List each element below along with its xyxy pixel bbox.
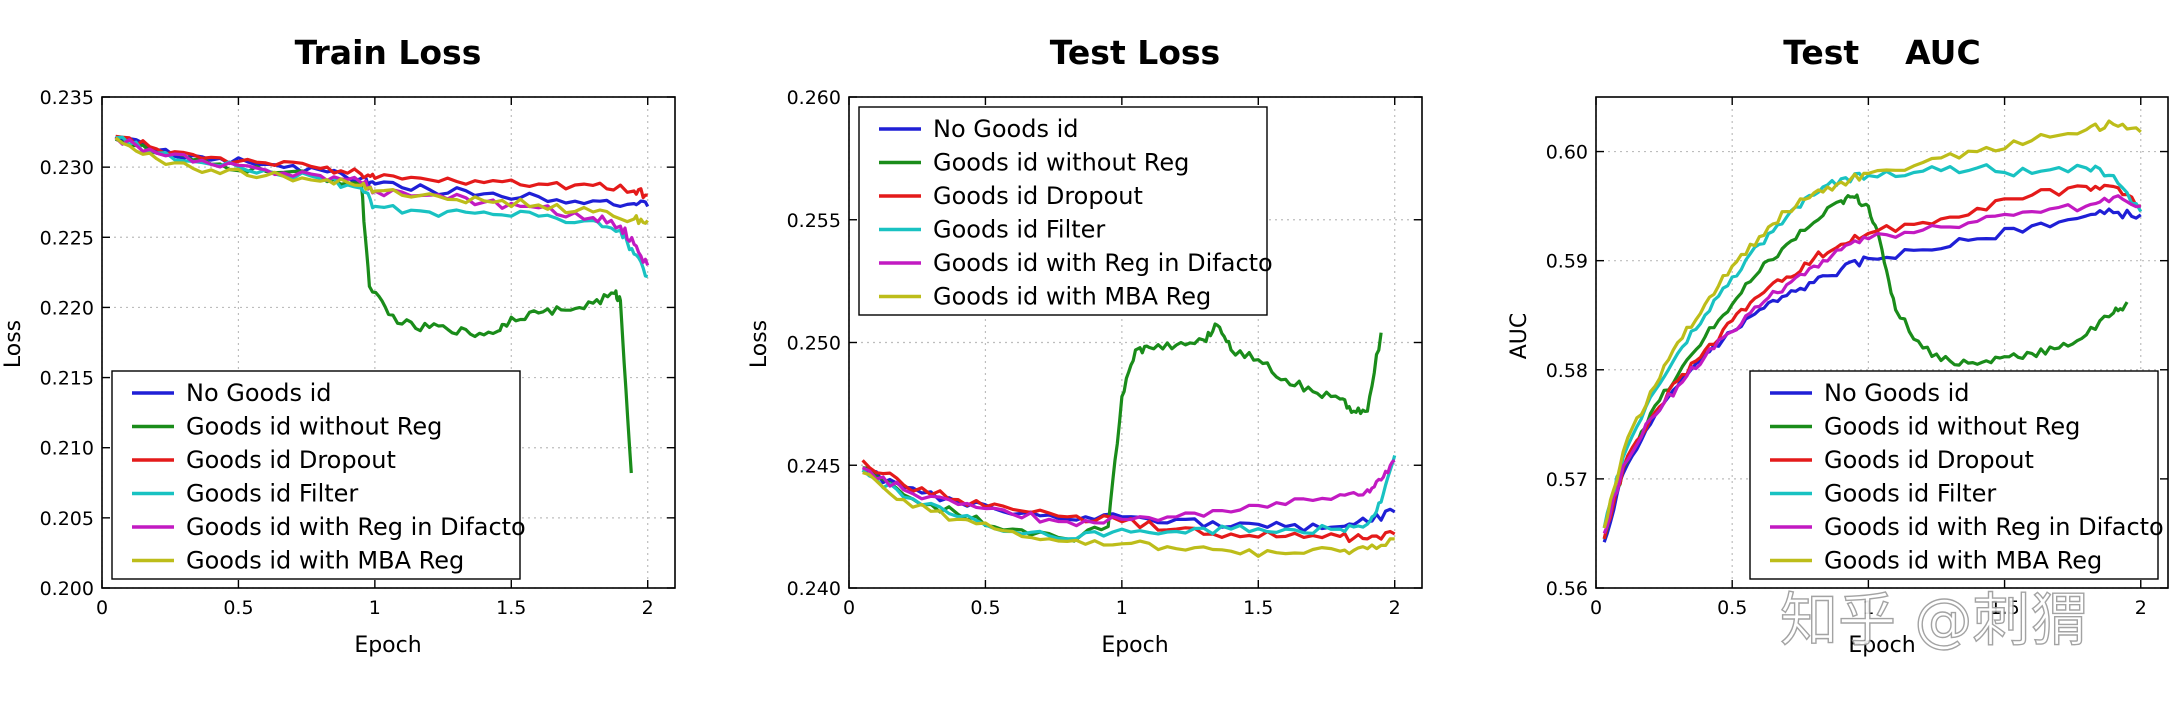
x-tick-label: 0.5	[1717, 597, 1747, 619]
legend: No Goods id Goods id without Reg Goods id …	[858, 106, 1273, 316]
legend: No Goods id Goods id without Reg Goods id …	[1749, 370, 2164, 580]
x-tick-label: 0	[843, 597, 855, 619]
series-line	[1602, 119, 2142, 529]
legend-box	[1749, 370, 2159, 580]
x-tick-label: 2	[642, 597, 654, 619]
y-tick-label: 0.245	[787, 455, 841, 477]
y-tick-label: 0.58	[1546, 360, 1588, 382]
series-line	[114, 136, 650, 266]
x-axis-label: Epoch	[354, 633, 421, 658]
axis-ticks: 0 0.5 1 1.5 2 0.200 0.205 0.210 0.215 0.220 0.225 0…	[40, 87, 675, 619]
legend-label: Goods id without Reg	[186, 413, 442, 441]
legend-label: Goods id Dropout	[1824, 446, 2034, 474]
panel-title: Test Loss	[1050, 33, 1220, 72]
panel-test-loss: Test Loss Epoch Loss 0 0.5 1 1.5 2 0.240 0.245…	[747, 33, 1423, 658]
series-line	[1602, 194, 2142, 535]
legend: No Goods id Goods id without Reg Goods id …	[111, 370, 526, 580]
y-axis-label: AUC	[1507, 313, 1532, 360]
legend-label: Goods id Filter	[1824, 480, 1996, 508]
legend-label: Goods id Filter	[933, 216, 1105, 244]
series-lines	[861, 322, 1397, 558]
y-tick-label: 0.56	[1546, 578, 1588, 600]
series-line	[1602, 193, 2129, 540]
y-tick-label: 0.255	[787, 210, 841, 232]
x-axis-label: Epoch	[1101, 633, 1168, 658]
series-lines	[1602, 119, 2143, 543]
legend-label: Goods id with MBA Reg	[186, 547, 464, 575]
panel-title: Train Loss	[295, 33, 482, 72]
y-axis-label: Loss	[747, 320, 772, 368]
x-tick-label: 2	[1389, 597, 1401, 619]
legend-label: Goods id with MBA Reg	[933, 283, 1211, 311]
x-tick-label: 2	[2135, 597, 2147, 619]
y-tick-label: 0.235	[40, 87, 94, 109]
panel-test-auc: Test AUC Epoch AUC 0 0.5 1 1.5 2 0.56 0.57 0.58…	[1507, 33, 2169, 658]
legend-label: Goods id Dropout	[186, 446, 396, 474]
y-tick-label: 0.230	[40, 157, 94, 179]
panel-title: Test AUC	[1783, 33, 1980, 72]
x-tick-label: 1	[1862, 597, 1874, 619]
series-line	[114, 134, 650, 208]
axis-ticks: 0 0.5 1 1.5 2 0.240 0.245 0.250 0.255 0.260	[787, 87, 1422, 619]
panel-train-loss: Train Loss Epoch Loss 0 0.5 1 1.5 2 0.200 0.20…	[1, 33, 676, 658]
x-tick-label: 1.5	[496, 597, 526, 619]
y-tick-label: 0.200	[40, 578, 94, 600]
x-tick-label: 0	[1590, 597, 1602, 619]
y-tick-label: 0.60	[1546, 142, 1588, 164]
series-line	[861, 454, 1397, 541]
legend-label: Goods id without Reg	[933, 149, 1189, 177]
y-tick-label: 0.260	[787, 87, 841, 109]
legend-label: Goods id Filter	[186, 480, 358, 508]
series-line	[861, 458, 1396, 528]
series-line	[862, 322, 1383, 543]
y-tick-label: 0.59	[1546, 251, 1588, 273]
legend-label: Goods id with MBA Reg	[1824, 547, 2102, 575]
y-tick-label: 0.215	[40, 368, 94, 390]
plot-frame	[1595, 96, 2169, 589]
x-axis-label: Epoch	[1848, 633, 1915, 658]
legend-label: Goods id without Reg	[1824, 413, 2080, 441]
axis-ticks: 0 0.5 1 1.5 2 0.56 0.57 0.58 0.59 0.60	[1546, 97, 2168, 619]
series-line	[114, 136, 649, 226]
y-axis-label: Loss	[1, 320, 26, 368]
legend-label: Goods id with Reg in Difacto	[186, 513, 526, 541]
series-line	[862, 471, 1395, 558]
x-tick-label: 0	[96, 597, 108, 619]
x-tick-label: 0.5	[970, 597, 1000, 619]
legend-label: Goods id with Reg in Difacto	[1824, 513, 2164, 541]
series-lines	[114, 134, 650, 474]
watermark: 知乎 @刺猬	[1780, 586, 2088, 654]
x-tick-label: 1.5	[1989, 597, 2019, 619]
legend-label: Goods id with Reg in Difacto	[933, 249, 1273, 277]
x-tick-label: 1	[369, 597, 381, 619]
legend-box	[111, 370, 521, 580]
x-tick-label: 1	[1116, 597, 1128, 619]
y-tick-label: 0.225	[40, 227, 94, 249]
y-tick-label: 0.57	[1546, 469, 1588, 491]
x-tick-label: 0.5	[223, 597, 253, 619]
y-tick-label: 0.240	[787, 578, 841, 600]
legend-box	[858, 106, 1268, 316]
series-line	[115, 134, 648, 200]
plot-frame	[101, 96, 676, 589]
legend-label: Goods id Dropout	[933, 182, 1143, 210]
y-tick-label: 0.220	[40, 297, 94, 319]
y-tick-label: 0.205	[40, 508, 94, 530]
legend-label: No Goods id	[186, 379, 332, 407]
series-line	[1602, 183, 2141, 540]
x-tick-label: 1.5	[1243, 597, 1273, 619]
y-tick-label: 0.250	[787, 333, 841, 355]
y-tick-label: 0.210	[40, 438, 94, 460]
legend-label: No Goods id	[933, 115, 1079, 143]
legend-label: No Goods id	[1824, 379, 1970, 407]
